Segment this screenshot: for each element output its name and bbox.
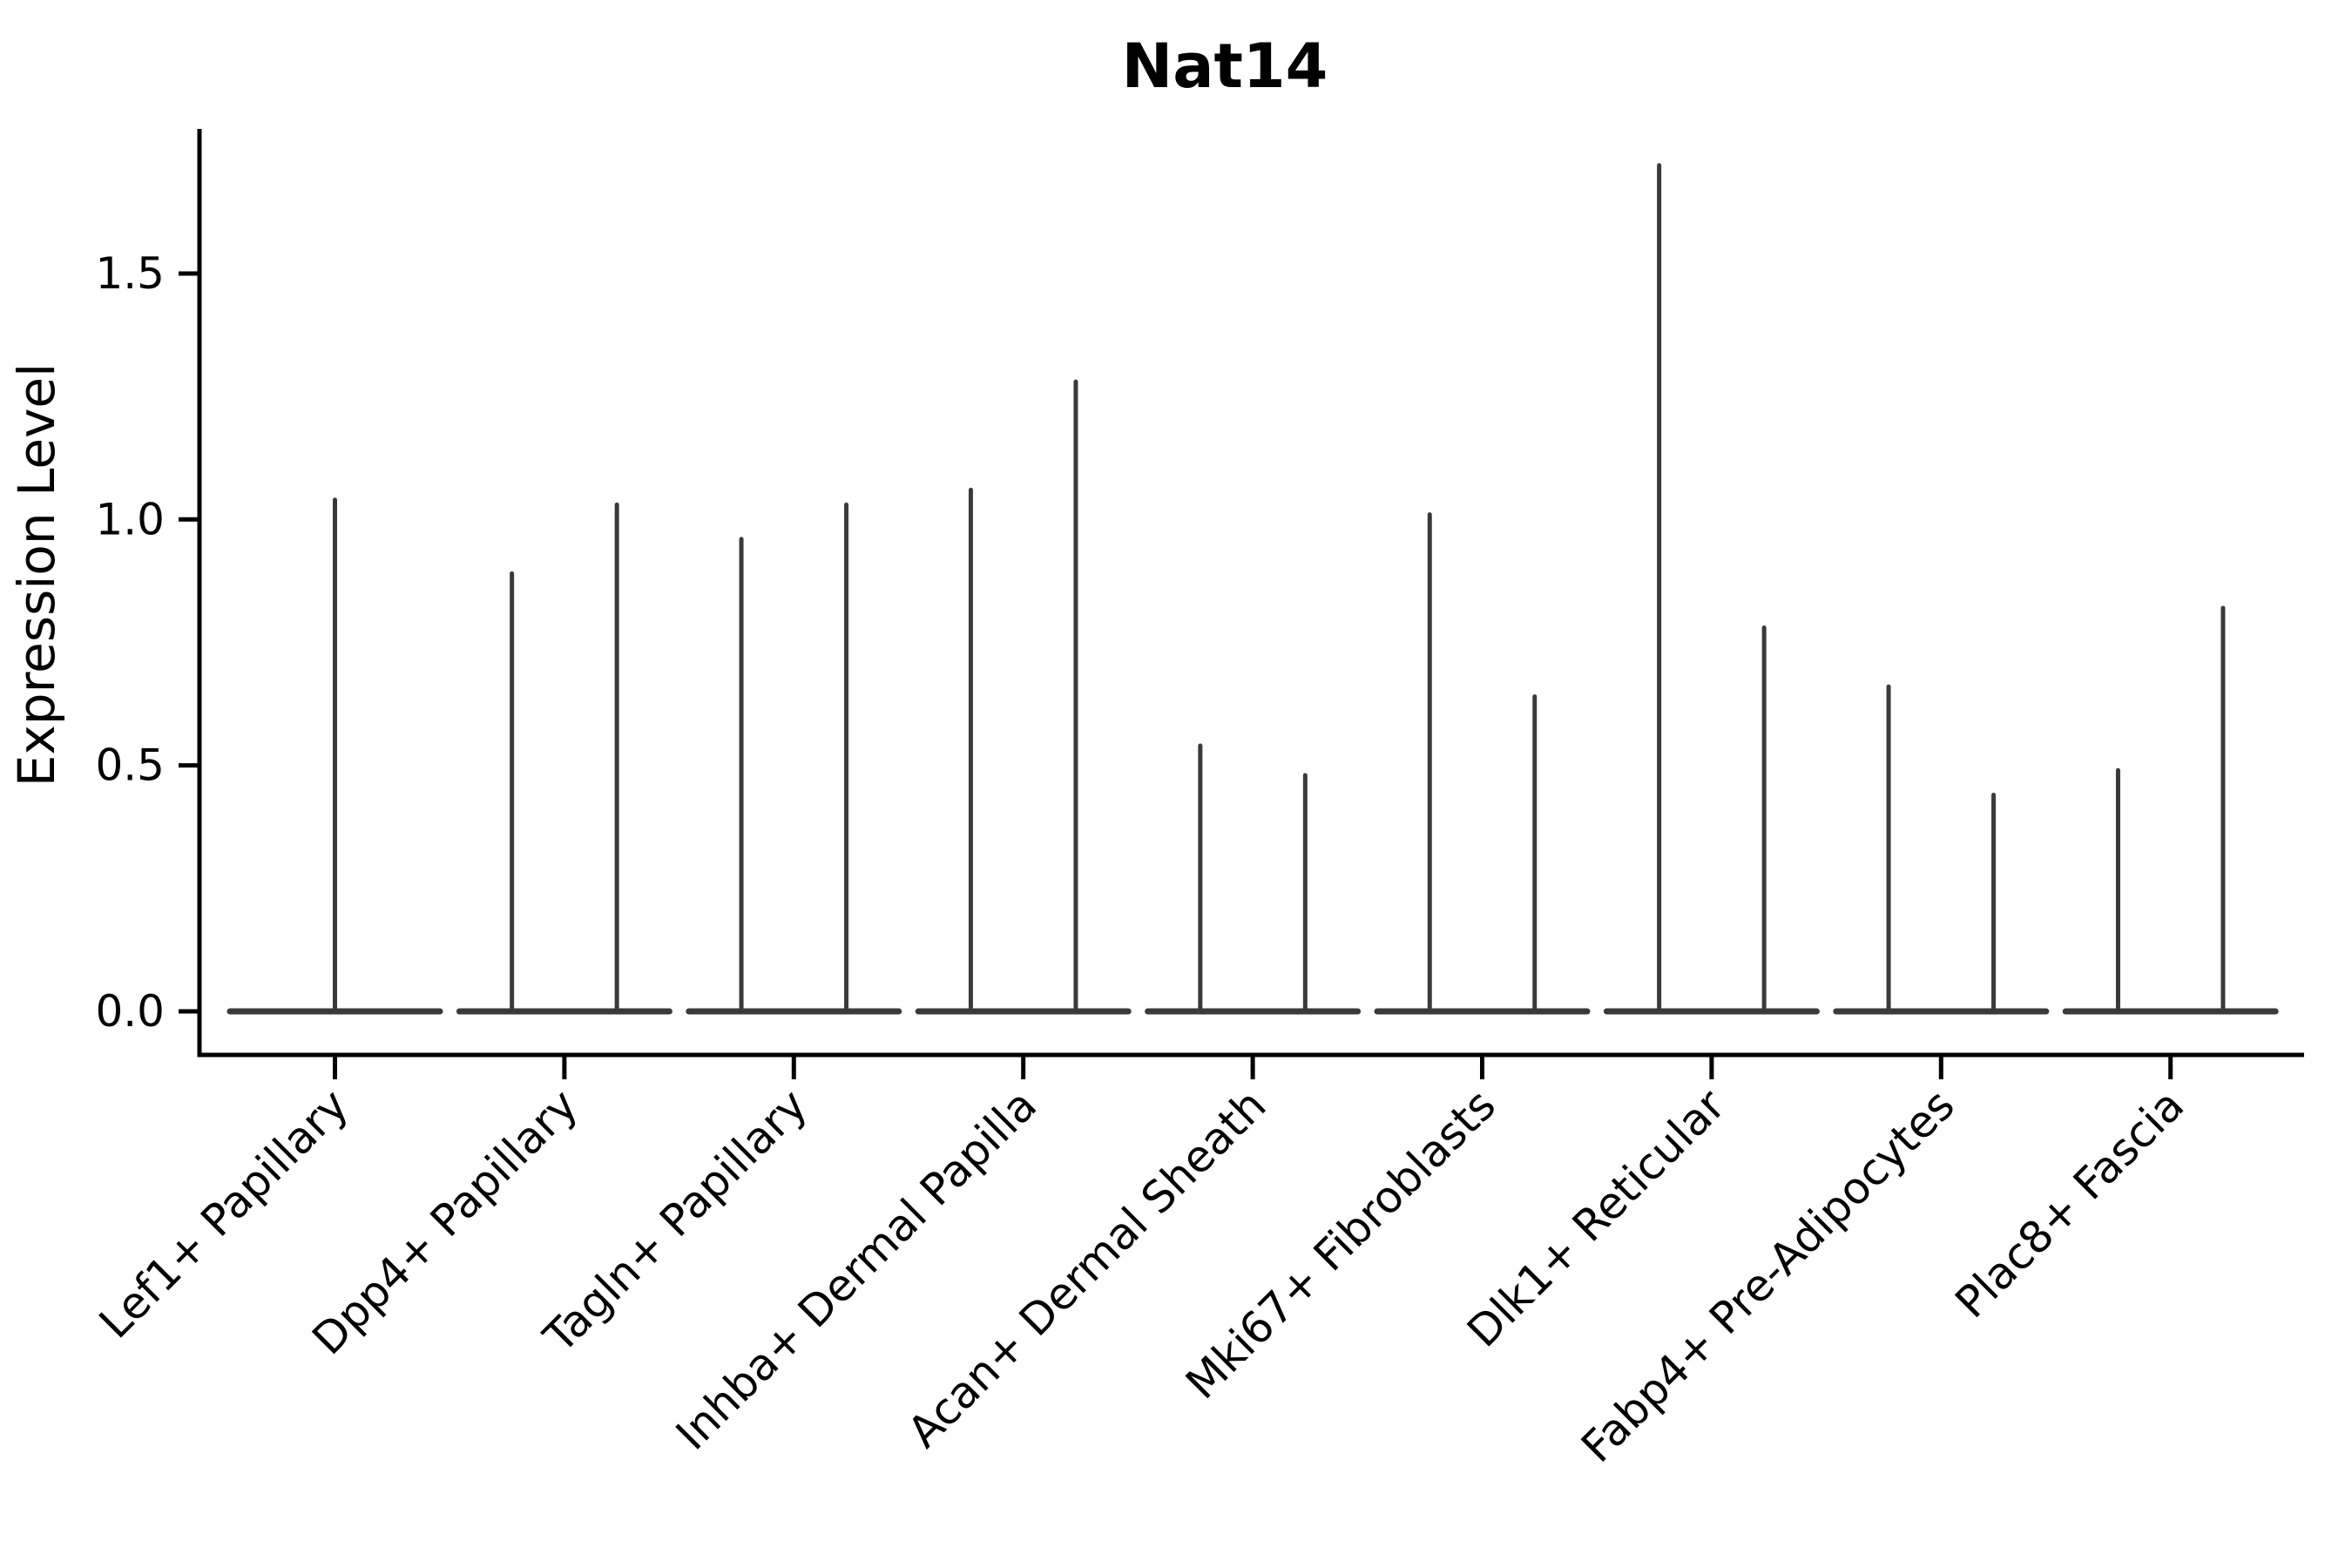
y-tick-label: 1.0 xyxy=(95,494,165,544)
violin xyxy=(1020,379,1132,1015)
violin xyxy=(1603,163,1715,1015)
violins xyxy=(226,163,2279,1015)
y-axis-ticks: 0.0 0.5 1.0 1.5 xyxy=(95,248,199,1037)
violin xyxy=(790,502,902,1015)
violin xyxy=(1833,684,1944,1015)
violin xyxy=(1145,743,1256,1015)
y-tick-label: 1.5 xyxy=(95,248,165,299)
y-tick-label: 0.5 xyxy=(95,740,165,791)
violin xyxy=(456,571,568,1015)
violin xyxy=(1249,773,1362,1015)
violin xyxy=(915,487,1027,1015)
x-tick-label: Plac8+ Fascia xyxy=(1945,1079,2193,1328)
violin xyxy=(1374,512,1485,1015)
axes xyxy=(197,129,2304,1058)
violin xyxy=(1708,625,1820,1015)
chart-title: Nat14 xyxy=(1122,30,1328,102)
violin xyxy=(226,497,443,1015)
violin xyxy=(686,537,797,1015)
violin xyxy=(1479,694,1591,1015)
y-tick-label: 0.0 xyxy=(95,986,165,1037)
violin xyxy=(561,502,672,1015)
violin xyxy=(1937,793,2050,1015)
violin xyxy=(2062,767,2174,1015)
y-axis-label: Expression Level xyxy=(7,363,66,787)
x-tick-label: Lef1+ Papillary xyxy=(90,1079,358,1348)
violin xyxy=(2167,605,2279,1015)
x-tick-label: Fabp4+ Pre-Adipocytes xyxy=(1571,1079,1964,1472)
x-axis-ticks xyxy=(333,1057,2173,1079)
